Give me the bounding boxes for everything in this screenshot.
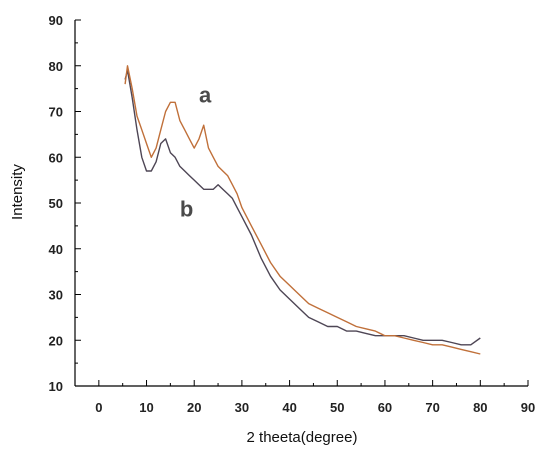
y-axis-title: Intensity bbox=[9, 164, 26, 220]
series-label-a: a bbox=[199, 82, 212, 107]
x-tick-label: 40 bbox=[282, 400, 296, 415]
y-tick-label: 90 bbox=[49, 13, 63, 28]
annotations: ab bbox=[180, 82, 212, 221]
series-line-a bbox=[124, 65, 481, 355]
x-tick-label: 50 bbox=[330, 400, 344, 415]
x-tick-label: 70 bbox=[425, 400, 439, 415]
series-label-b: b bbox=[180, 197, 193, 222]
y-axis-ticks: 10 20 30 40 50 60 70 80 90 bbox=[49, 13, 81, 394]
series-layer bbox=[124, 65, 481, 355]
x-tick-label: 30 bbox=[235, 400, 249, 415]
y-tick-label: 70 bbox=[49, 105, 63, 120]
y-tick-label: 40 bbox=[49, 242, 63, 257]
y-tick-label: 50 bbox=[49, 196, 63, 211]
series-line-b bbox=[124, 69, 481, 346]
y-tick-label: 30 bbox=[49, 288, 63, 303]
y-tick-label: 10 bbox=[49, 379, 63, 394]
x-axis-ticks: 0 10 20 30 40 50 60 70 80 90 bbox=[74, 380, 535, 415]
x-tick-label: 80 bbox=[473, 400, 487, 415]
x-axis-title: 2 theeta(degree) bbox=[247, 429, 358, 446]
y-tick-label: 60 bbox=[49, 150, 63, 165]
x-tick-label: 20 bbox=[187, 400, 201, 415]
x-tick-label: 0 bbox=[95, 400, 102, 415]
y-tick-label: 80 bbox=[49, 59, 63, 74]
y-tick-label: 20 bbox=[49, 333, 63, 348]
x-tick-label: 60 bbox=[378, 400, 392, 415]
x-tick-label: 10 bbox=[139, 400, 153, 415]
axes bbox=[74, 20, 528, 387]
x-tick-label: 90 bbox=[521, 400, 535, 415]
